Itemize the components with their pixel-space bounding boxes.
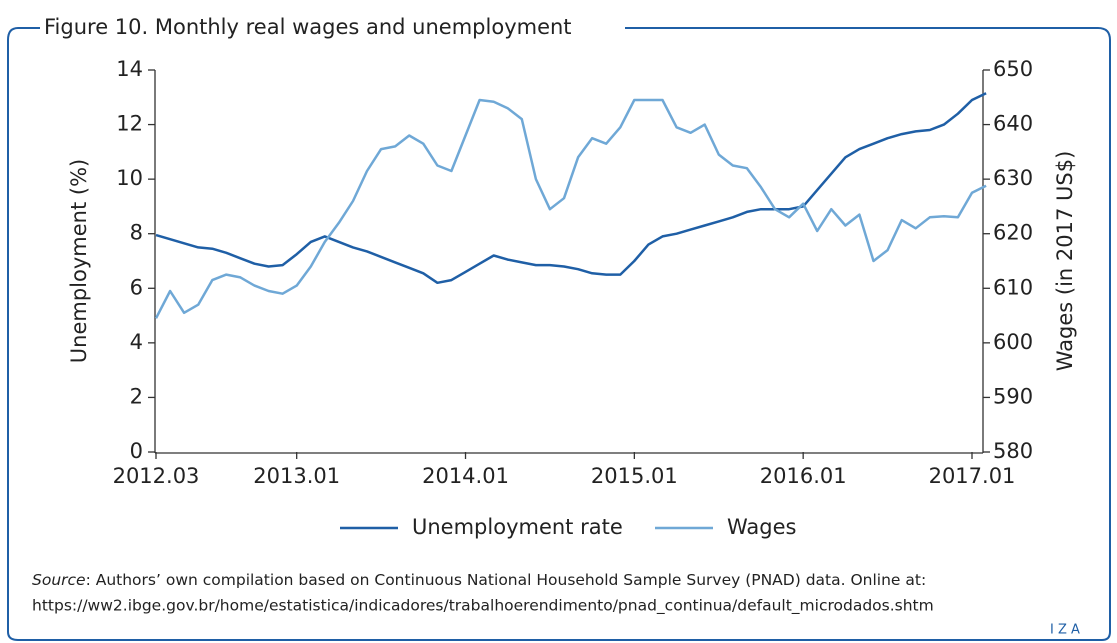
x-tick-label: 2015.01 [591, 464, 678, 488]
y2-tick-label: 620 [993, 221, 1033, 245]
y2-tick-label: 650 [993, 57, 1033, 81]
x-tick-label: 2012.03 [113, 464, 200, 488]
logo: I Z A [1050, 623, 1080, 638]
y2-tick-label: 580 [993, 439, 1033, 463]
y2-tick-label: 630 [993, 166, 1033, 190]
y-tick-label: 14 [116, 57, 143, 81]
y-tick-label: 0 [130, 439, 143, 463]
line-series [155, 92, 987, 285]
x-tick-label: 2016.01 [760, 464, 847, 488]
y2-tick-label: 590 [993, 384, 1033, 408]
line-series [154, 98, 987, 319]
source-url: https://ww2.ibge.gov.br/home/estatistica… [32, 597, 934, 616]
y-tick-label: 10 [116, 166, 143, 190]
x-tick-label: 2013.01 [253, 464, 340, 488]
y-tick-label: 12 [116, 112, 143, 136]
x-tick-label: 2017.01 [929, 464, 1016, 488]
source: Source: Authors’ own compilation based o… [32, 571, 926, 589]
y2-tick-label: 640 [993, 112, 1033, 136]
y-tick-label: 8 [130, 221, 143, 245]
legend-label: Unemployment rate [412, 515, 623, 539]
chart-title: Figure 10. Monthly real wages and unempl… [44, 15, 572, 39]
source-text: : Authors’ own compilation based on Cont… [86, 571, 927, 589]
y-tick-label: 6 [130, 275, 143, 299]
frame [7, 27, 1111, 641]
y2-axis-label: Wages (in 2017 US$) [1053, 151, 1077, 372]
y2-tick-label: 610 [993, 275, 1033, 299]
y-tick-label: 2 [130, 384, 143, 408]
y-axis-label: Unemployment (%) [67, 159, 91, 363]
legend-label: Wages [727, 515, 796, 539]
y-tick-label: 4 [130, 330, 143, 354]
source-label: Source [32, 571, 86, 589]
y2-tick-label: 600 [993, 330, 1033, 354]
x-tick-label: 2014.01 [422, 464, 509, 488]
